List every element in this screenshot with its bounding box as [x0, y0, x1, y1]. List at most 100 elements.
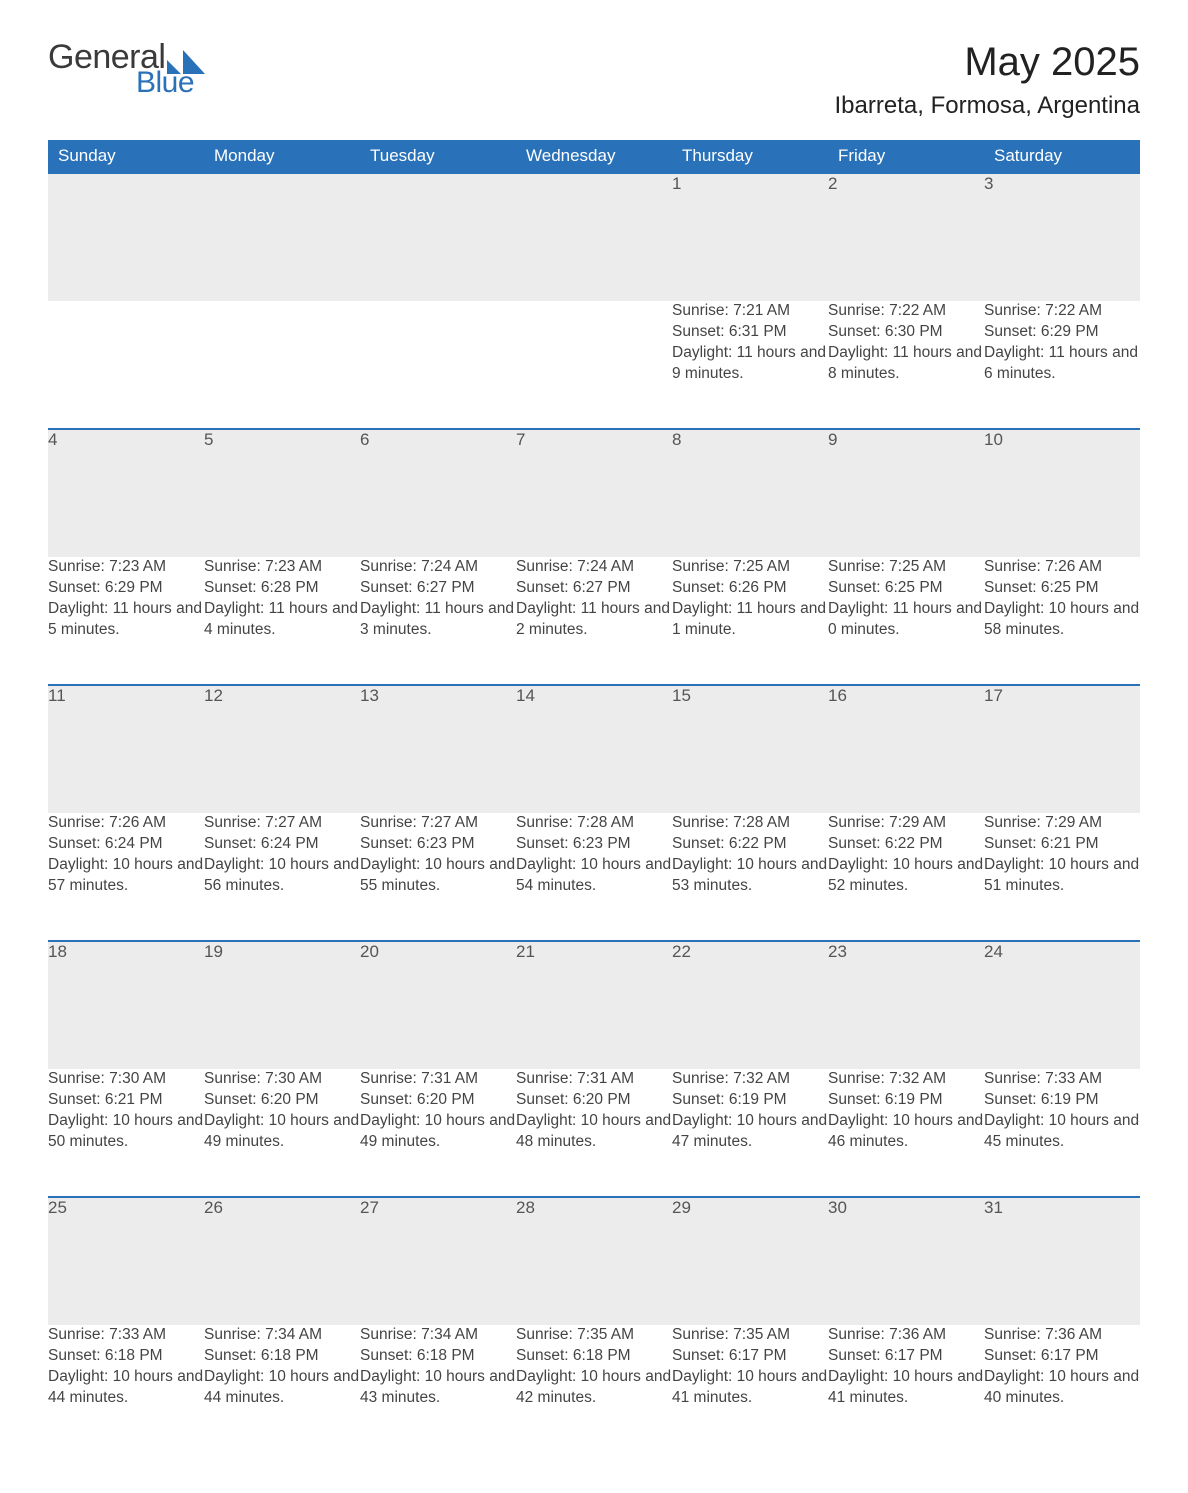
week-daynum-row: 45678910: [48, 429, 1140, 557]
daylight-text: Daylight: 10 hours and 46 minutes.: [828, 1111, 984, 1153]
weekday-header: Sunday: [48, 140, 204, 173]
day-number: 19: [204, 941, 360, 1069]
day-number: 1: [672, 173, 828, 301]
day-number: 24: [984, 941, 1140, 1069]
sunrise-text: Sunrise: 7:28 AM: [516, 813, 672, 834]
sunrise-text: Sunrise: 7:23 AM: [48, 557, 204, 578]
week-daynum-row: 18192021222324: [48, 941, 1140, 1069]
daylight-text: Daylight: 10 hours and 48 minutes.: [516, 1111, 672, 1153]
day-cell: Sunrise: 7:27 AMSunset: 6:24 PMDaylight:…: [204, 813, 360, 941]
week-daynum-row: 11121314151617: [48, 685, 1140, 813]
day-number: 20: [360, 941, 516, 1069]
day-number: 25: [48, 1197, 204, 1325]
daylight-text: Daylight: 11 hours and 6 minutes.: [984, 343, 1140, 385]
weekday-header-row: SundayMondayTuesdayWednesdayThursdayFrid…: [48, 140, 1140, 173]
day-number: 13: [360, 685, 516, 813]
sunrise-text: Sunrise: 7:33 AM: [48, 1325, 204, 1346]
day-cell: Sunrise: 7:36 AMSunset: 6:17 PMDaylight:…: [984, 1325, 1140, 1453]
sunrise-text: Sunrise: 7:22 AM: [984, 301, 1140, 322]
day-number: 23: [828, 941, 984, 1069]
sunset-text: Sunset: 6:23 PM: [360, 834, 516, 855]
day-number: 30: [828, 1197, 984, 1325]
sunset-text: Sunset: 6:28 PM: [204, 578, 360, 599]
week-body-row: Sunrise: 7:23 AMSunset: 6:29 PMDaylight:…: [48, 557, 1140, 685]
sunset-text: Sunset: 6:18 PM: [204, 1346, 360, 1367]
sunset-text: Sunset: 6:27 PM: [516, 578, 672, 599]
daylight-text: Daylight: 10 hours and 57 minutes.: [48, 855, 204, 897]
day-cell: Sunrise: 7:23 AMSunset: 6:29 PMDaylight:…: [48, 557, 204, 685]
day-number: 11: [48, 685, 204, 813]
weekday-header: Saturday: [984, 140, 1140, 173]
title-block: May 2025 Ibarreta, Formosa, Argentina: [835, 40, 1140, 134]
daylight-text: Daylight: 10 hours and 55 minutes.: [360, 855, 516, 897]
daylight-text: Daylight: 11 hours and 1 minute.: [672, 599, 828, 641]
day-number-empty: [516, 173, 672, 301]
sunset-text: Sunset: 6:20 PM: [204, 1090, 360, 1111]
day-cell: Sunrise: 7:22 AMSunset: 6:30 PMDaylight:…: [828, 301, 984, 429]
page-title: May 2025: [835, 40, 1140, 84]
sunset-text: Sunset: 6:20 PM: [360, 1090, 516, 1111]
sunrise-text: Sunrise: 7:36 AM: [984, 1325, 1140, 1346]
sunrise-text: Sunrise: 7:30 AM: [204, 1069, 360, 1090]
daylight-text: Daylight: 11 hours and 3 minutes.: [360, 599, 516, 641]
day-number: 27: [360, 1197, 516, 1325]
sunrise-text: Sunrise: 7:29 AM: [984, 813, 1140, 834]
week-body-row: Sunrise: 7:33 AMSunset: 6:18 PMDaylight:…: [48, 1325, 1140, 1453]
daylight-text: Daylight: 10 hours and 52 minutes.: [828, 855, 984, 897]
day-cell: Sunrise: 7:34 AMSunset: 6:18 PMDaylight:…: [204, 1325, 360, 1453]
daylight-text: Daylight: 10 hours and 42 minutes.: [516, 1367, 672, 1409]
sunrise-text: Sunrise: 7:23 AM: [204, 557, 360, 578]
day-cell-empty: [516, 301, 672, 429]
daylight-text: Daylight: 10 hours and 44 minutes.: [48, 1367, 204, 1409]
day-cell: Sunrise: 7:30 AMSunset: 6:21 PMDaylight:…: [48, 1069, 204, 1197]
logo-word-blue: Blue: [136, 68, 205, 98]
daylight-text: Daylight: 10 hours and 43 minutes.: [360, 1367, 516, 1409]
sunrise-text: Sunrise: 7:35 AM: [516, 1325, 672, 1346]
weekday-header: Friday: [828, 140, 984, 173]
day-number: 10: [984, 429, 1140, 557]
day-number: 18: [48, 941, 204, 1069]
day-number: 16: [828, 685, 984, 813]
day-cell: Sunrise: 7:32 AMSunset: 6:19 PMDaylight:…: [828, 1069, 984, 1197]
sunrise-text: Sunrise: 7:28 AM: [672, 813, 828, 834]
daylight-text: Daylight: 10 hours and 40 minutes.: [984, 1367, 1140, 1409]
sunrise-text: Sunrise: 7:24 AM: [516, 557, 672, 578]
sunrise-text: Sunrise: 7:35 AM: [672, 1325, 828, 1346]
sunset-text: Sunset: 6:23 PM: [516, 834, 672, 855]
sunrise-text: Sunrise: 7:27 AM: [204, 813, 360, 834]
daylight-text: Daylight: 10 hours and 41 minutes.: [672, 1367, 828, 1409]
day-cell: Sunrise: 7:36 AMSunset: 6:17 PMDaylight:…: [828, 1325, 984, 1453]
daylight-text: Daylight: 10 hours and 44 minutes.: [204, 1367, 360, 1409]
day-number-empty: [48, 173, 204, 301]
daylight-text: Daylight: 11 hours and 5 minutes.: [48, 599, 204, 641]
sunset-text: Sunset: 6:21 PM: [984, 834, 1140, 855]
sunset-text: Sunset: 6:24 PM: [48, 834, 204, 855]
day-number: 12: [204, 685, 360, 813]
daylight-text: Daylight: 11 hours and 8 minutes.: [828, 343, 984, 385]
day-number: 5: [204, 429, 360, 557]
day-cell: Sunrise: 7:21 AMSunset: 6:31 PMDaylight:…: [672, 301, 828, 429]
sunset-text: Sunset: 6:22 PM: [672, 834, 828, 855]
day-cell: Sunrise: 7:29 AMSunset: 6:21 PMDaylight:…: [984, 813, 1140, 941]
sunset-text: Sunset: 6:26 PM: [672, 578, 828, 599]
sunrise-text: Sunrise: 7:24 AM: [360, 557, 516, 578]
day-cell-empty: [204, 301, 360, 429]
sunrise-text: Sunrise: 7:21 AM: [672, 301, 828, 322]
sunrise-text: Sunrise: 7:25 AM: [828, 557, 984, 578]
day-cell: Sunrise: 7:25 AMSunset: 6:25 PMDaylight:…: [828, 557, 984, 685]
sunrise-text: Sunrise: 7:30 AM: [48, 1069, 204, 1090]
day-number-empty: [360, 173, 516, 301]
header: General Blue May 2025 Ibarreta, Formosa,…: [48, 40, 1140, 134]
weekday-header: Thursday: [672, 140, 828, 173]
day-number: 28: [516, 1197, 672, 1325]
day-cell: Sunrise: 7:26 AMSunset: 6:25 PMDaylight:…: [984, 557, 1140, 685]
day-cell: Sunrise: 7:30 AMSunset: 6:20 PMDaylight:…: [204, 1069, 360, 1197]
day-number: 17: [984, 685, 1140, 813]
page-subtitle: Ibarreta, Formosa, Argentina: [835, 92, 1140, 120]
week-daynum-row: 25262728293031: [48, 1197, 1140, 1325]
sunset-text: Sunset: 6:29 PM: [48, 578, 204, 599]
sunset-text: Sunset: 6:17 PM: [672, 1346, 828, 1367]
sunrise-text: Sunrise: 7:32 AM: [828, 1069, 984, 1090]
sunset-text: Sunset: 6:19 PM: [984, 1090, 1140, 1111]
day-number: 3: [984, 173, 1140, 301]
